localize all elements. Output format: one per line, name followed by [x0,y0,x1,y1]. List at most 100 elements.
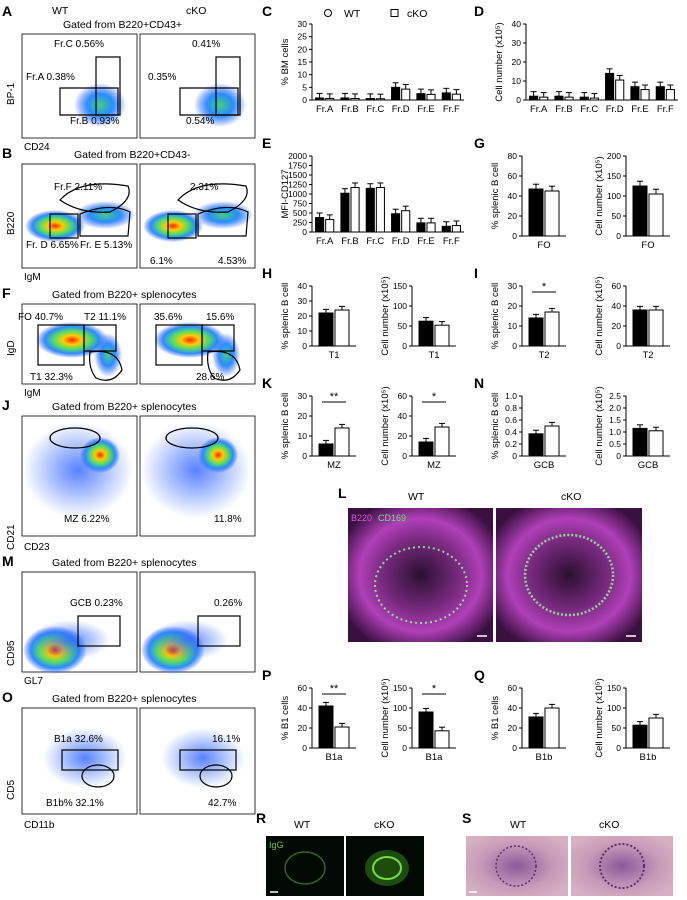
bar-cko-fre [426,93,436,101]
y-axis-label: MFI-CD127 [280,169,291,218]
cko-fr-d-value: 6.1% [150,256,173,267]
y-tick-label: 10 [298,431,308,441]
y-tick-label: 150 [393,683,407,693]
x-tick-label: B1a [326,752,344,763]
flow-panel-F: F Gated from B220+ splenocytes FO 40.7% … [2,285,256,399]
gate-label: Gated from B220+ splenocytes [52,289,196,301]
y-tick-label: 40 [508,191,518,201]
panel-letter-C: C [262,3,272,19]
wt-spleen-image [348,508,493,642]
y-tick-label: 30 [512,38,522,48]
y-tick-label: 2.5 [609,391,621,401]
x-tick-label: Fr.D [392,104,410,115]
y-tick-label: 40 [612,301,622,311]
x-tick-label: T1 [328,350,339,361]
y-tick-label: 100 [607,703,621,713]
y-tick-label: 50 [612,723,622,733]
x-tick-label: FO [537,240,550,251]
gate-label: Gated from B220+CD43- [74,149,191,161]
bar-cko-frf [451,225,461,233]
wt-gcb-value: GCB 0.23% [70,598,123,609]
y-tick-label: 1.0 [505,391,517,401]
flow-panel-J: J Gated from B220+ splenocytes MZ 6.22% … [2,397,256,553]
y-tick-label: 0 [402,341,407,351]
bar-cko-t2 [544,311,560,347]
gate-label: Gated from B220+ splenocytes [52,693,196,705]
y-tick-label: 0 [302,227,307,237]
wt-header: WT [52,5,69,17]
y-tick-label: 1750 [288,161,307,171]
bar-charts: 0 5 10 15 20 25 30 % BM cells Fr.A Fr.B Fr.C Fr.D Fr… [280,19,678,763]
y-tick-label: 20 [508,211,518,221]
wt-t1-value: T1 32.3% [30,372,73,383]
y-tick-label: 60 [298,683,308,693]
cko-mz-value: 11.8% [214,514,242,525]
y-tick-label: 10 [512,76,522,86]
chart-I1: 0 10 20 30 % splenic B cell T2 * [490,281,566,361]
y-tick-label: 1.5 [609,415,621,425]
wt-fr-b-value: Fr.B 0.93% [70,116,120,127]
y-tick-label: 20 [298,411,308,421]
bar-wt-gcb [632,427,648,457]
x-tick-label: Fr.A [316,104,334,115]
y-axis-label: Cell number (x10⁵) [380,386,391,465]
bar-wt-b1b [528,716,544,749]
y-tick-label: 0 [402,743,407,753]
bar-wt-frc [579,96,589,101]
cko-header: cKO [374,819,394,831]
panel-letter-I: I [474,265,478,281]
significance-label: ** [330,683,339,695]
panel-letter-D: D [474,3,484,19]
bar-wt-mz [418,441,434,457]
y-axis-label: Cell number (x10⁵) [594,386,605,465]
y-tick-label: 0 [512,341,517,351]
bar-wt-t2 [528,317,544,347]
chart-I2: 0 20 40 60 Cell number (x10⁵) T2 [594,276,670,361]
legend-cko-marker [390,9,399,17]
y-tick-label: 0 [302,451,307,461]
x-tick-label: GCB [638,460,659,471]
cko-b1a-value: 16.1% [212,734,240,745]
bar-cko-b1b [544,707,560,749]
y-tick-label: 20 [512,57,522,67]
x-axis-label: IgM [24,272,41,283]
x-tick-label: Fr.E [417,104,434,115]
y-tick-label: 0 [512,743,517,753]
y-tick-label: 0 [512,231,517,241]
x-tick-label: FO [641,240,654,251]
bar-cko-frc [375,98,385,101]
y-tick-label: 1500 [288,170,307,180]
y-tick-label: 30 [298,296,308,306]
bar-wt-b1a [318,705,334,749]
y-axis-label: % splenic B cell [490,393,501,460]
bar-cko-fra [325,218,335,233]
bar-wt-mz [318,443,334,457]
bar-wt-frf [441,225,451,233]
y-tick-label: 1.0 [609,427,621,437]
bar-wt-frc [365,97,375,101]
panel-letter: L [338,485,347,501]
bar-wt-fra [315,217,325,233]
stain-b220-label: B220 [351,513,372,523]
y-axis-label: CD21 [6,524,17,550]
bar-wt-frf [441,92,451,101]
y-tick-label: 150 [393,281,407,291]
y-tick-label: 0.4 [505,427,517,437]
bar-cko-fre [640,89,650,101]
x-tick-label: Fr.B [341,236,358,247]
y-tick-label: 0.2 [505,439,517,449]
y-axis-label: Cell number (x10⁵) [380,678,391,757]
y-tick-label: 0.8 [505,403,517,413]
flow-panel-A: A WT cKO Gated from B220+CD43+ Fr.C 0.56… [2,3,256,153]
bar-cko-t2 [648,309,664,347]
x-tick-label: Fr.E [631,104,648,115]
significance-label: * [432,683,437,695]
x-tick-label: MZ [327,460,341,471]
stain-igg-label: IgG [269,840,284,850]
x-tick-label: B1a [426,752,444,763]
y-tick-label: 0 [616,231,621,241]
y-tick-label: 0.6 [505,415,517,425]
